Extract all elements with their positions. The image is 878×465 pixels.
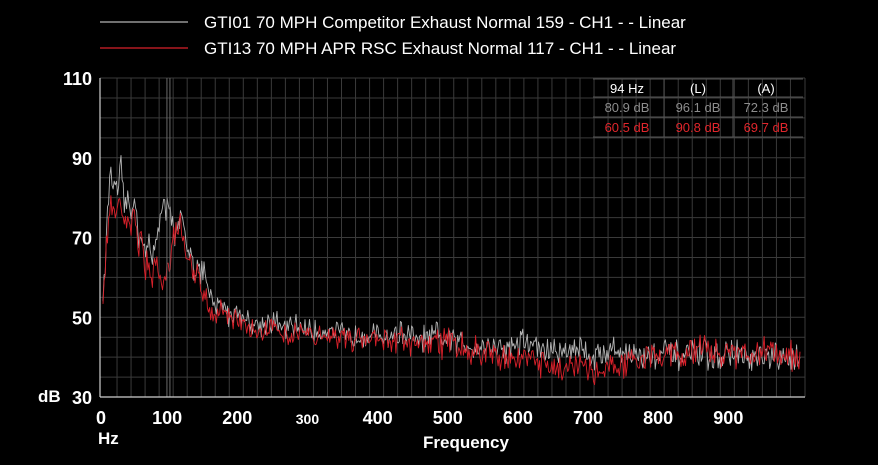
readout-series-2-frequency-value: 60.5 dB	[605, 120, 650, 135]
readout-series-2-a-weighted-value: 69.7 dB	[744, 120, 789, 135]
readout-series-1-frequency-value: 80.9 dB	[605, 100, 650, 115]
readout-header-a-weighted: (A)	[757, 81, 774, 96]
legend-label-series-2: GTI13 70 MPH APR RSC Exhaust Normal 117 …	[204, 39, 676, 58]
y-tick-label: 70	[72, 229, 92, 249]
series-line-2	[102, 195, 801, 386]
x-axis-ticks: 0 100 200 300 400 500 600 700 800 900	[96, 408, 743, 428]
y-tick-label: 30	[72, 388, 92, 408]
series-line-1	[102, 155, 801, 372]
readout-table: 94 Hz (L) (A) 80.9 dB 96.1 dB 72.3 dB 60…	[593, 78, 803, 138]
x-axis-title: Frequency	[423, 433, 510, 452]
x-tick-label: 400	[363, 408, 393, 428]
series-layer	[102, 78, 801, 397]
grid	[100, 77, 806, 397]
readout-series-1-linear-value: 96.1 dB	[676, 100, 721, 115]
y-tick-label: 110	[63, 69, 92, 89]
x-tick-label: 900	[713, 408, 743, 428]
y-axis-unit: dB	[38, 387, 61, 406]
y-tick-label: 90	[72, 149, 92, 169]
legend: GTI01 70 MPH Competitor Exhaust Normal 1…	[100, 13, 686, 58]
readout-series-1-a-weighted-value: 72.3 dB	[744, 100, 789, 115]
x-tick-label: 200	[222, 408, 252, 428]
x-axis-unit: Hz	[98, 429, 119, 448]
x-tick-label: 100	[152, 408, 182, 428]
y-axis-ticks: 110 90 70 50 30	[63, 69, 92, 408]
x-tick-label: 500	[433, 408, 463, 428]
x-tick-label: 0	[96, 408, 106, 428]
x-tick-label: 800	[643, 408, 673, 428]
y-tick-label: 50	[72, 308, 92, 328]
legend-label-series-1: GTI01 70 MPH Competitor Exhaust Normal 1…	[204, 13, 686, 32]
x-tick-label: 600	[503, 408, 533, 428]
x-tick-label: 700	[573, 408, 603, 428]
readout-series-2-linear-value: 90.8 dB	[676, 120, 721, 135]
readout-header-linear: (L)	[690, 81, 706, 96]
x-tick-label: 300	[296, 411, 320, 427]
readout-header-frequency: 94 Hz	[610, 81, 644, 96]
